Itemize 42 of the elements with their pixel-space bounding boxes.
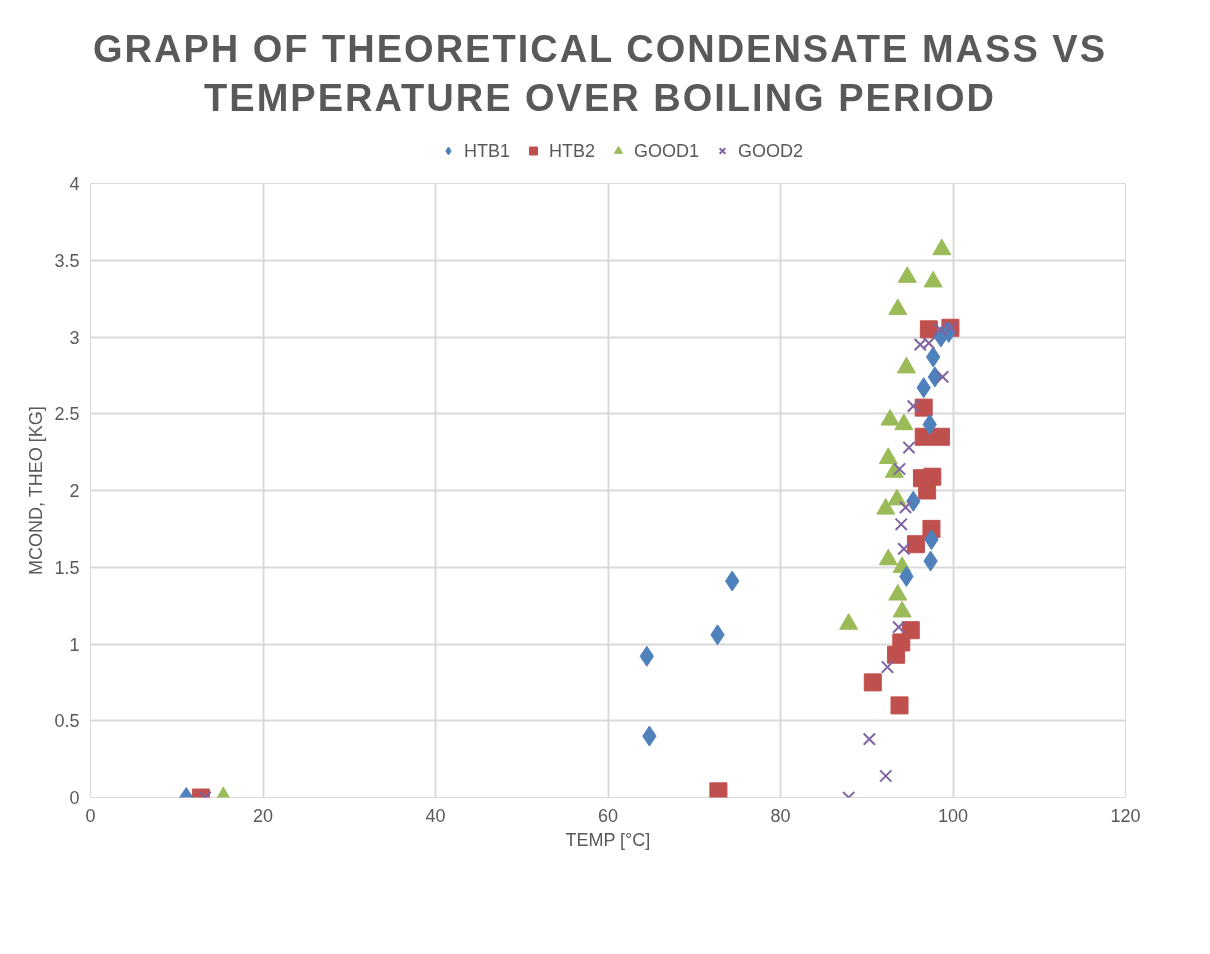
point: [880, 660, 895, 674]
y-tick-label: 2: [69, 480, 80, 501]
y-tick-label: 4: [69, 173, 80, 194]
y-tick-label: 3: [69, 327, 80, 348]
point: [902, 440, 916, 454]
y-tick-label: 1.5: [54, 557, 80, 578]
point: [709, 782, 728, 798]
point: [862, 732, 876, 746]
y-tick-label: 1: [69, 634, 80, 655]
chart-title: GRAPH OF THEORETICAL CONDENSATE MASS VS TEMPERATURE OVER BOILING PERIOD: [92, 27, 1108, 122]
x-tick-label: 100: [937, 805, 969, 826]
point: [906, 535, 925, 554]
y-tick-label: 0: [69, 787, 80, 808]
legend-label: GOOD1: [634, 140, 700, 162]
x-tick-label: 40: [425, 805, 446, 826]
point: [931, 427, 950, 446]
point: [935, 370, 950, 384]
point: [923, 467, 942, 486]
legend-label: HTB2: [548, 140, 595, 162]
y-axis-title: MCOND, THEO [KG]: [26, 406, 47, 575]
x-tick-label: 120: [1110, 805, 1141, 826]
x-tick-label: 80: [770, 805, 791, 826]
point: [914, 398, 933, 417]
x-tick-label: 60: [597, 805, 619, 826]
legend-label: HTB1: [463, 140, 510, 162]
x-tick-label: 0: [85, 805, 96, 826]
point: [897, 541, 911, 556]
point: [890, 696, 909, 715]
x-axis-title: TEMP [°C]: [565, 829, 651, 850]
x-tick-label: 20: [252, 805, 274, 826]
y-tick-label: 2.5: [54, 404, 80, 425]
point: [879, 769, 893, 783]
y-tick-label: 3.5: [54, 250, 80, 271]
point: [906, 399, 920, 413]
point: [894, 517, 908, 531]
point: [863, 673, 882, 692]
point: [892, 462, 907, 476]
point: [892, 620, 906, 634]
legend-label: GOOD2: [738, 140, 804, 162]
point: [901, 620, 920, 639]
y-tick-label: 0.5: [54, 711, 80, 732]
point: [898, 500, 913, 514]
